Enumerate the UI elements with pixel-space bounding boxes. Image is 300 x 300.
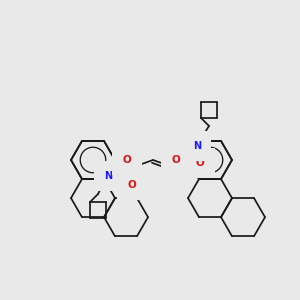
Text: O: O — [196, 158, 204, 168]
Text: O: O — [123, 155, 131, 165]
Text: O: O — [184, 135, 192, 145]
Text: O: O — [172, 155, 180, 165]
Text: N: N — [104, 171, 112, 181]
Text: N: N — [193, 141, 201, 151]
Text: O: O — [128, 180, 136, 190]
